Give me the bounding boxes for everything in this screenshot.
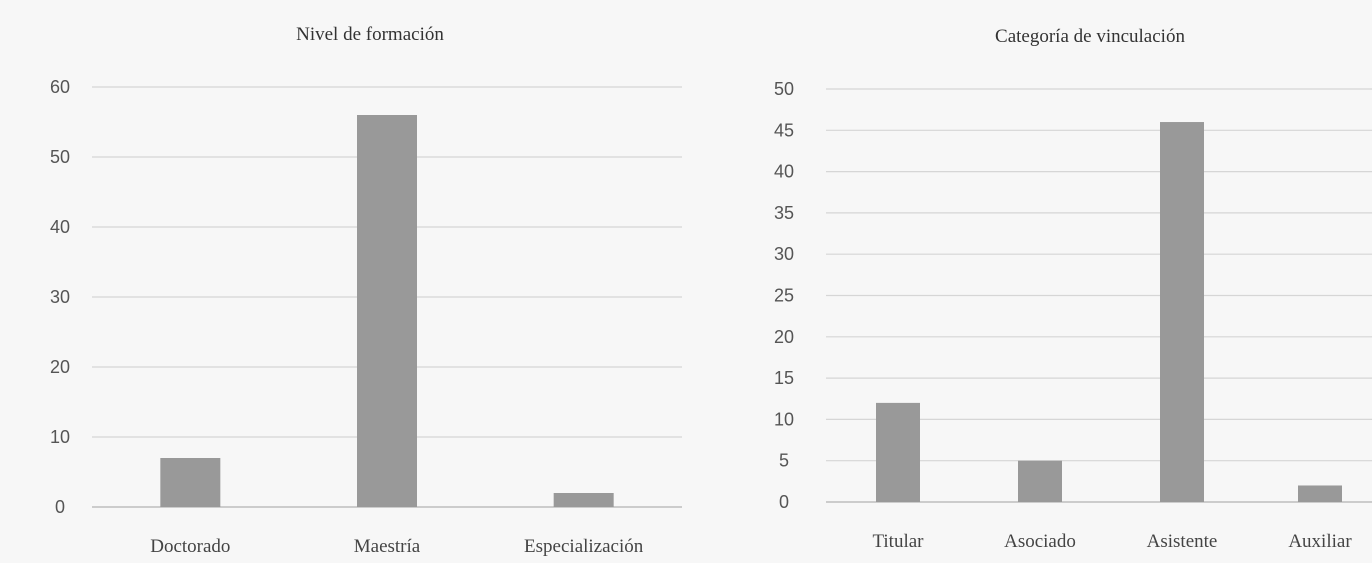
chart-nivel-de-formacion: Nivel de formación 0 10 20 30 40 50 60 Doctorad… <box>50 24 682 557</box>
y-tick-label: 20 <box>50 357 70 377</box>
bar-especialización <box>553 493 614 507</box>
y-tick-label: 0 <box>55 497 65 517</box>
y-tick-label: 20 <box>774 327 794 347</box>
x-category-label: Maestría <box>354 536 421 557</box>
bar-titular <box>876 402 920 502</box>
y-tick-label: 45 <box>774 120 794 140</box>
x-category-label: Titular <box>872 531 924 552</box>
bar-asociado <box>1018 460 1062 502</box>
chart-title: Categoría de vinculación <box>995 26 1185 47</box>
y-tick-label: 30 <box>774 244 794 264</box>
bar-doctorado <box>160 458 221 507</box>
bar-auxiliar <box>1298 485 1342 502</box>
bar-asistente <box>1160 122 1204 502</box>
y-tick-label: 50 <box>774 79 794 99</box>
y-tick-label: 10 <box>774 409 794 429</box>
bar-maestría <box>357 115 417 507</box>
y-tick-label: 25 <box>774 286 794 306</box>
x-category-label: Asociado <box>1004 531 1076 552</box>
x-category-label: Doctorado <box>150 536 230 557</box>
y-tick-label: 35 <box>774 203 794 223</box>
y-tick-label: 40 <box>774 162 794 182</box>
chart-categoria-de-vinculacion: Categoría de vinculación 0 5 10 15 20 25 30 35 4… <box>774 26 1372 552</box>
y-tick-label: 30 <box>50 287 70 307</box>
x-category-label: Auxiliar <box>1288 531 1352 552</box>
y-tick-label: 0 <box>779 492 789 512</box>
x-category-label: Asistente <box>1147 531 1218 552</box>
y-tick-label: 60 <box>50 77 70 97</box>
y-tick-label: 5 <box>779 451 789 471</box>
x-category-label: Especialización <box>524 536 644 557</box>
y-tick-label: 15 <box>774 368 794 388</box>
chart-title: Nivel de formación <box>296 24 444 45</box>
y-tick-label: 40 <box>50 217 70 237</box>
y-tick-label: 50 <box>50 147 70 167</box>
y-tick-label: 10 <box>50 427 70 447</box>
